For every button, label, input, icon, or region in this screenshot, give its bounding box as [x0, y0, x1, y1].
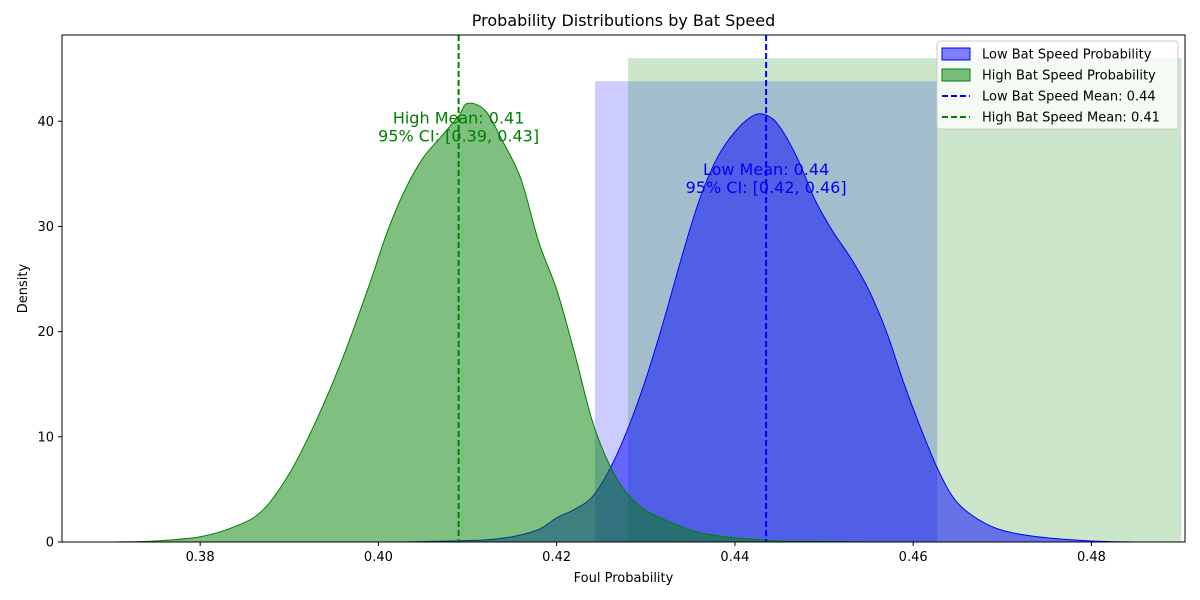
x-tick-label: 0.42 — [542, 550, 571, 565]
legend: Low Bat Speed Probability High Bat Speed … — [936, 40, 1179, 130]
y-tick-label: 10 — [37, 430, 54, 445]
legend-label: Low Bat Speed Mean: 0.44 — [982, 90, 1156, 105]
y-tick-label: 20 — [37, 325, 54, 340]
legend-label: High Bat Speed Mean: 0.41 — [982, 111, 1160, 126]
x-axis-label: Foul Probability — [574, 571, 674, 586]
annotation-line: Low Mean: 0.44 — [703, 160, 829, 179]
x-tick-label: 0.38 — [186, 550, 215, 565]
annotation-line: High Mean: 0.41 — [393, 108, 525, 127]
plot-frame — [61, 34, 1186, 543]
legend-box — [936, 40, 1179, 130]
annotation-line: 95% CI: [0.39, 0.43] — [378, 126, 539, 145]
kde-area-high — [111, 103, 869, 543]
y-axis-label: Density — [16, 263, 31, 313]
x-tick-label: 0.48 — [1077, 550, 1106, 565]
kde-line-high — [111, 102, 869, 543]
annotation-high: High Mean: 0.41 95% CI: [0.39, 0.43] — [378, 108, 539, 145]
x-tick-label: 0.44 — [720, 550, 749, 565]
legend-swatch — [941, 47, 971, 61]
y-tick-label: 0 — [46, 536, 54, 551]
kde-area-low — [405, 113, 1136, 542]
x-tick-label: 0.40 — [364, 550, 393, 565]
y-tick-label: 30 — [37, 220, 54, 235]
legend-label: Low Bat Speed Probability — [982, 48, 1152, 63]
legend-swatch — [941, 68, 971, 82]
chart-title: Probability Distributions by Bat Speed — [472, 11, 775, 30]
plot-area: High Mean: 0.41 95% CI: [0.39, 0.43] Low M… — [61, 34, 1186, 543]
x-tick-label: 0.46 — [899, 550, 928, 565]
annotation-line: 95% CI: [0.42, 0.46] — [686, 178, 847, 197]
legend-label: High Bat Speed Probability — [982, 69, 1156, 84]
x-axis: 0.38 0.40 0.42 0.44 0.46 0.48 — [186, 542, 1106, 565]
y-axis: 0 10 20 30 40 — [37, 115, 62, 551]
y-tick-label: 40 — [37, 115, 54, 130]
annotation-low: Low Mean: 0.44 95% CI: [0.42, 0.46] — [686, 160, 847, 197]
